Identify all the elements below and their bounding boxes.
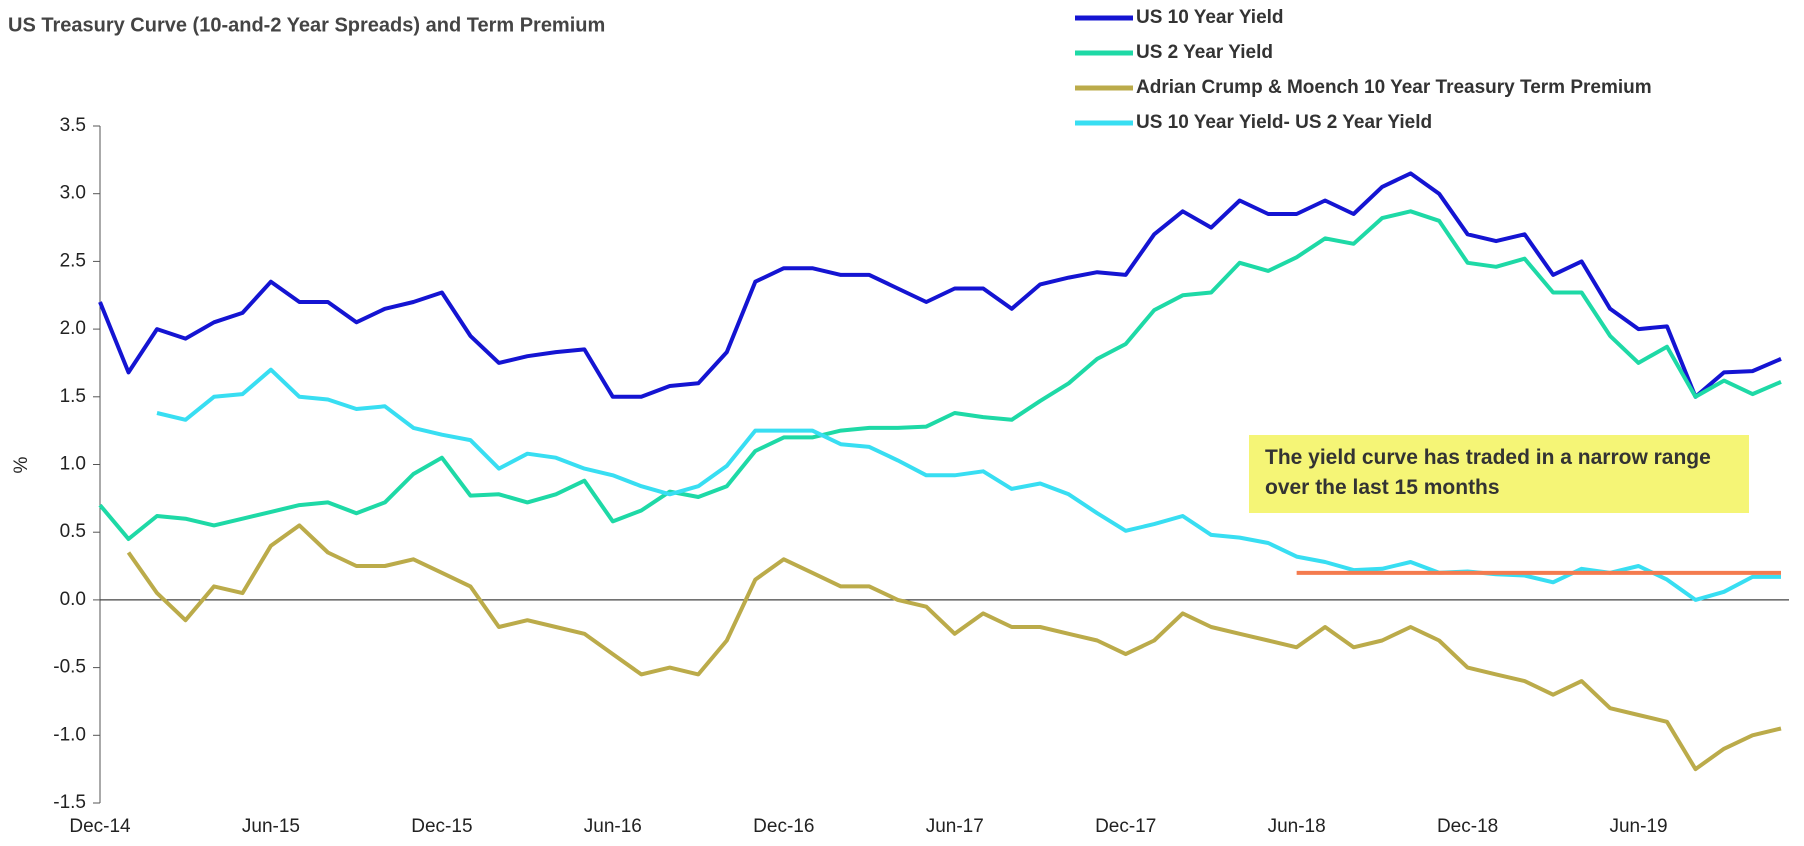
x-tick-label: Dec-15 <box>411 816 472 837</box>
annotation: The yield curve has traded in a narrow r… <box>1249 435 1749 513</box>
y-axis-label: % <box>11 456 32 473</box>
series-line <box>98 171 1782 399</box>
x-tick-label: Dec-17 <box>1095 816 1156 837</box>
legend-label: US 2 Year Yield <box>1136 42 1273 63</box>
y-tick-label: 0.0 <box>60 589 86 610</box>
x-tick-label: Jun-18 <box>1268 816 1326 837</box>
x-tick-label: Jun-15 <box>242 816 300 837</box>
y-tick-label: -1.5 <box>53 792 86 813</box>
series-line <box>126 523 1782 772</box>
y-tick-label: -0.5 <box>53 657 86 678</box>
y-tick-label: 1.0 <box>60 454 86 475</box>
x-tick-label: Dec-16 <box>753 816 814 837</box>
y-tick-label: 2.0 <box>60 318 86 339</box>
x-tick-label: Jun-16 <box>584 816 642 837</box>
series-line <box>156 367 1781 602</box>
y-tick-label: 3.0 <box>60 183 86 204</box>
y-tick-label: 0.5 <box>60 521 86 542</box>
legend-label: Adrian Crump & Moench 10 Year Treasury T… <box>1136 77 1652 98</box>
y-tick-label: 1.5 <box>60 386 86 407</box>
legend-label: US 10 Year Yield- US 2 Year Yield <box>1136 112 1432 133</box>
x-tick-label: Dec-14 <box>69 816 131 837</box>
series-line <box>98 209 1782 541</box>
y-tick-label: 3.5 <box>60 115 86 136</box>
legend-label: US 10 Year Yield <box>1136 7 1284 28</box>
x-tick-label: Dec-18 <box>1437 816 1498 837</box>
x-tick-label: Jun-19 <box>1609 816 1667 837</box>
chart-title: US Treasury Curve (10-and-2 Year Spreads… <box>8 14 605 36</box>
y-tick-label: 2.5 <box>60 250 86 271</box>
y-tick-label: -1.0 <box>53 724 86 745</box>
x-tick-label: Jun-17 <box>926 816 984 837</box>
